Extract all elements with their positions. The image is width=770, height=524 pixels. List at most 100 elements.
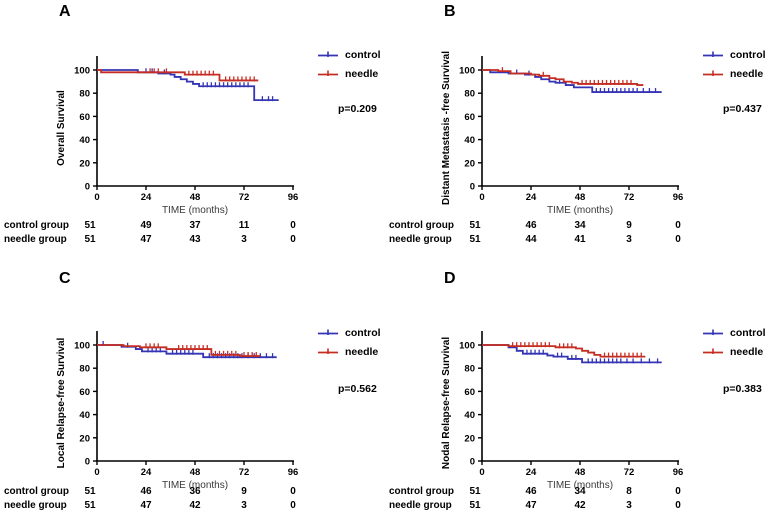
p-value-c: p=0.562 [338, 383, 377, 395]
risk-count: 3 [241, 233, 247, 245]
x-tick-label: 0 [94, 192, 99, 203]
legend-label-control: control [730, 327, 766, 339]
y-tick-label: 80 [79, 89, 90, 100]
legend-item-control: control [702, 47, 766, 63]
risk-counts-control: 51 46 34 9 0 [385, 220, 770, 234]
at-risk-table-c: control group 51 46 36 9 0 needle group 51 47… [0, 486, 385, 513]
x-tick-label: 0 [479, 192, 484, 203]
risk-count: 43 [189, 233, 201, 245]
km-plot-distant-metastasis-free-survival: 0 24 48 72 96 0 20 40 60 80 100 TIME (months) Distan… [441, 51, 683, 216]
control-line-marker-icon [703, 329, 723, 335]
y-tick-label: 40 [79, 135, 90, 146]
risk-row-label: needle group [389, 499, 452, 511]
y-tick-label: 20 [79, 158, 90, 169]
risk-count: 51 [84, 499, 96, 511]
x-axis-title: TIME (months) [547, 480, 613, 491]
risk-counts-needle: 51 44 41 3 0 [385, 234, 770, 248]
needle-line-marker-icon [318, 70, 338, 76]
legend-item-needle: needle [317, 66, 381, 82]
p-value-a: p=0.209 [338, 103, 377, 115]
risk-count: 0 [675, 486, 681, 497]
panel-d: D 0 24 48 72 96 0 20 40 60 80 100 TIME (months) Noda… [385, 262, 770, 524]
legend-d: control needle [702, 325, 766, 360]
risk-count: 51 [469, 220, 481, 231]
risk-count: 36 [189, 486, 201, 497]
risk-count: 3 [626, 499, 632, 511]
y-tick-label: 100 [459, 66, 475, 77]
x-tick-label: 72 [624, 467, 635, 478]
y-tick-label: 60 [79, 112, 90, 123]
panel-b: B 0 24 48 72 96 0 20 40 60 80 100 TIME (months) Dist… [385, 0, 770, 262]
risk-count: 47 [140, 233, 152, 245]
km-plot-nodal-relapse-free-survival: 0 24 48 72 96 0 20 40 60 80 100 TIME (months) Nodal … [441, 331, 683, 491]
y-tick-label: 100 [459, 341, 475, 352]
km-plot-local-relapse-free-survival: 0 24 48 72 96 0 20 40 60 80 100 TIME (months) Local … [56, 331, 299, 491]
risk-counts-control: 51 49 37 11 0 [0, 220, 385, 234]
legend-b: control needle [702, 47, 766, 82]
needle-survival-curve [482, 69, 644, 86]
at-risk-table-a: control group 51 49 37 11 0 needle group 51 4… [0, 220, 385, 247]
x-tick-label: 96 [288, 467, 299, 478]
y-tick-label: 80 [464, 89, 475, 100]
risk-row-control: control group 51 46 34 9 0 [385, 220, 770, 234]
x-tick-label: 72 [624, 192, 635, 203]
risk-count: 51 [469, 233, 481, 245]
y-tick-label: 0 [470, 182, 475, 193]
legend-item-control: control [317, 47, 381, 63]
y-tick-label: 20 [464, 433, 475, 444]
risk-row-label: control group [389, 486, 454, 497]
at-risk-table-d: control group 51 46 34 8 0 needle group 51 47… [385, 486, 770, 513]
y-axis-title: Nodal Relapse-free Survival [441, 337, 452, 469]
risk-count: 0 [675, 233, 681, 245]
y-axis-title: Local Relapse-free Survival [56, 337, 67, 468]
control-line-marker-icon [318, 329, 338, 335]
risk-row-label: control group [389, 220, 454, 231]
risk-count: 0 [290, 233, 296, 245]
risk-row-needle: needle group 51 47 43 3 0 [0, 234, 385, 248]
risk-row-label: control group [4, 220, 69, 231]
x-tick-label: 24 [141, 467, 152, 478]
panel-letter-a: A [59, 3, 72, 20]
control-survival-curve [482, 344, 662, 364]
risk-row-label: needle group [4, 499, 67, 511]
risk-count: 51 [84, 220, 96, 231]
needle-line-marker-icon [703, 348, 723, 354]
risk-count: 8 [626, 486, 632, 497]
risk-count: 34 [574, 220, 586, 231]
control-survival-curve [97, 344, 277, 359]
y-tick-label: 60 [79, 387, 90, 398]
x-tick-label: 0 [479, 467, 484, 478]
risk-count: 0 [675, 499, 681, 511]
at-risk-table-b: control group 51 46 34 9 0 needle group 51 44… [385, 220, 770, 247]
risk-count: 3 [626, 233, 632, 245]
risk-count: 49 [140, 220, 152, 231]
risk-counts-control: 51 46 34 8 0 [385, 486, 770, 500]
panel-letter-d: D [444, 270, 457, 287]
needle-survival-curve [97, 69, 259, 82]
y-tick-label: 40 [79, 410, 90, 421]
x-tick-label: 24 [526, 192, 537, 203]
y-tick-label: 100 [74, 66, 90, 77]
risk-count: 9 [626, 220, 632, 231]
risk-count: 51 [84, 486, 96, 497]
risk-count: 46 [140, 486, 152, 497]
risk-count: 0 [290, 220, 296, 231]
risk-row-needle: needle group 51 47 42 3 0 [0, 500, 385, 514]
risk-count: 42 [189, 499, 201, 511]
x-tick-label: 0 [94, 467, 99, 478]
y-axis-title: Distant Metastasis -free Survival [441, 51, 452, 205]
risk-count: 11 [238, 220, 250, 231]
risk-count: 0 [675, 220, 681, 231]
x-tick-label: 48 [575, 192, 586, 203]
risk-counts-control: 51 46 36 9 0 [0, 486, 385, 500]
x-tick-label: 96 [288, 192, 299, 203]
needle-line-marker-icon [318, 348, 338, 354]
risk-row-label: needle group [389, 233, 452, 245]
y-tick-label: 60 [464, 387, 475, 398]
needle-line-marker-icon [703, 70, 723, 76]
risk-row-control: control group 51 49 37 11 0 [0, 220, 385, 234]
km-plot-overall-survival: 0 24 48 72 96 0 20 40 60 80 100 TIME (months) Overal… [56, 56, 299, 216]
y-tick-label: 0 [85, 457, 90, 468]
x-tick-label: 72 [239, 467, 250, 478]
